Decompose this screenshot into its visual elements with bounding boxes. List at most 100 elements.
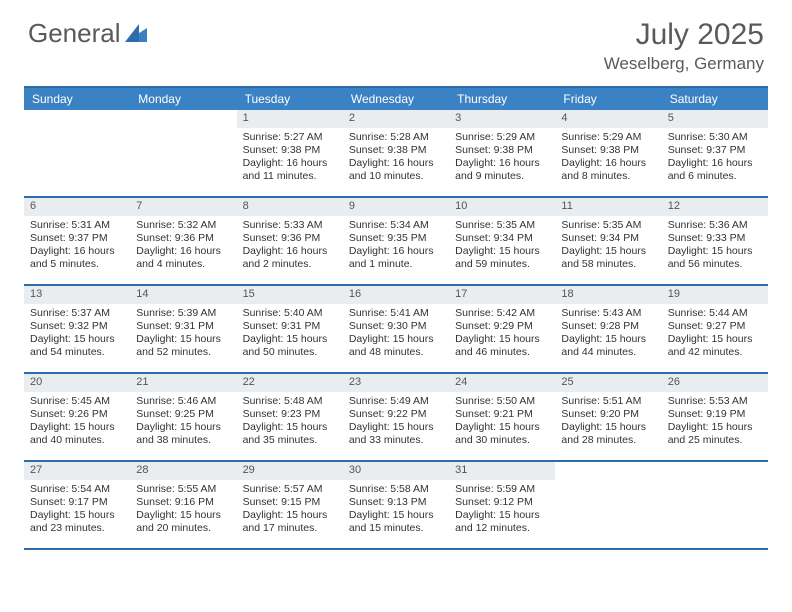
day-number: 13	[24, 286, 130, 304]
daylight-line: Daylight: 15 hours and 48 minutes.	[349, 333, 443, 359]
day-body: Sunrise: 5:48 AMSunset: 9:23 PMDaylight:…	[237, 392, 343, 453]
day-body: Sunrise: 5:54 AMSunset: 9:17 PMDaylight:…	[24, 480, 130, 541]
sunset-line: Sunset: 9:16 PM	[136, 496, 230, 509]
sunset-line: Sunset: 9:27 PM	[668, 320, 762, 333]
day-cell: 6Sunrise: 5:31 AMSunset: 9:37 PMDaylight…	[24, 198, 130, 284]
day-body: Sunrise: 5:51 AMSunset: 9:20 PMDaylight:…	[555, 392, 661, 453]
sunset-line: Sunset: 9:33 PM	[668, 232, 762, 245]
sunset-line: Sunset: 9:36 PM	[136, 232, 230, 245]
daylight-line: Daylight: 15 hours and 17 minutes.	[243, 509, 337, 535]
day-body: Sunrise: 5:44 AMSunset: 9:27 PMDaylight:…	[662, 304, 768, 365]
day-cell: 10Sunrise: 5:35 AMSunset: 9:34 PMDayligh…	[449, 198, 555, 284]
page-title: July 2025	[604, 18, 764, 52]
week-row: 20Sunrise: 5:45 AMSunset: 9:26 PMDayligh…	[24, 374, 768, 462]
dow-thursday: Thursday	[449, 88, 555, 110]
sunrise-line: Sunrise: 5:27 AM	[243, 131, 337, 144]
day-body: Sunrise: 5:43 AMSunset: 9:28 PMDaylight:…	[555, 304, 661, 365]
day-cell: 8Sunrise: 5:33 AMSunset: 9:36 PMDaylight…	[237, 198, 343, 284]
sunrise-line: Sunrise: 5:36 AM	[668, 219, 762, 232]
sunset-line: Sunset: 9:38 PM	[243, 144, 337, 157]
daylight-line: Daylight: 15 hours and 56 minutes.	[668, 245, 762, 271]
sunrise-line: Sunrise: 5:35 AM	[455, 219, 549, 232]
daylight-line: Daylight: 15 hours and 35 minutes.	[243, 421, 337, 447]
day-body: Sunrise: 5:46 AMSunset: 9:25 PMDaylight:…	[130, 392, 236, 453]
daylight-line: Daylight: 15 hours and 42 minutes.	[668, 333, 762, 359]
sunset-line: Sunset: 9:21 PM	[455, 408, 549, 421]
sunset-line: Sunset: 9:38 PM	[349, 144, 443, 157]
dow-saturday: Saturday	[662, 88, 768, 110]
daylight-line: Daylight: 15 hours and 50 minutes.	[243, 333, 337, 359]
sunset-line: Sunset: 9:13 PM	[349, 496, 443, 509]
logo-text-a: General	[28, 18, 121, 49]
day-number: 1	[237, 110, 343, 128]
day-cell: 17Sunrise: 5:42 AMSunset: 9:29 PMDayligh…	[449, 286, 555, 372]
day-number: 17	[449, 286, 555, 304]
sunrise-line: Sunrise: 5:48 AM	[243, 395, 337, 408]
day-cell: 30Sunrise: 5:58 AMSunset: 9:13 PMDayligh…	[343, 462, 449, 548]
day-number: 22	[237, 374, 343, 392]
day-cell: 2Sunrise: 5:28 AMSunset: 9:38 PMDaylight…	[343, 110, 449, 196]
day-cell: 11Sunrise: 5:35 AMSunset: 9:34 PMDayligh…	[555, 198, 661, 284]
day-body: Sunrise: 5:31 AMSunset: 9:37 PMDaylight:…	[24, 216, 130, 277]
daylight-line: Daylight: 15 hours and 44 minutes.	[561, 333, 655, 359]
day-number: 8	[237, 198, 343, 216]
day-cell: 7Sunrise: 5:32 AMSunset: 9:36 PMDaylight…	[130, 198, 236, 284]
day-body: Sunrise: 5:36 AMSunset: 9:33 PMDaylight:…	[662, 216, 768, 277]
day-body: Sunrise: 5:50 AMSunset: 9:21 PMDaylight:…	[449, 392, 555, 453]
dow-row: SundayMondayTuesdayWednesdayThursdayFrid…	[24, 88, 768, 110]
daylight-line: Daylight: 15 hours and 28 minutes.	[561, 421, 655, 447]
day-body: Sunrise: 5:33 AMSunset: 9:36 PMDaylight:…	[237, 216, 343, 277]
daylight-line: Daylight: 15 hours and 12 minutes.	[455, 509, 549, 535]
day-body: Sunrise: 5:58 AMSunset: 9:13 PMDaylight:…	[343, 480, 449, 541]
daylight-line: Daylight: 15 hours and 25 minutes.	[668, 421, 762, 447]
day-body: Sunrise: 5:55 AMSunset: 9:16 PMDaylight:…	[130, 480, 236, 541]
empty-cell	[24, 110, 130, 196]
sunset-line: Sunset: 9:22 PM	[349, 408, 443, 421]
day-body: Sunrise: 5:41 AMSunset: 9:30 PMDaylight:…	[343, 304, 449, 365]
week-row: 6Sunrise: 5:31 AMSunset: 9:37 PMDaylight…	[24, 198, 768, 286]
sunset-line: Sunset: 9:38 PM	[561, 144, 655, 157]
sunrise-line: Sunrise: 5:58 AM	[349, 483, 443, 496]
day-number: 6	[24, 198, 130, 216]
daylight-line: Daylight: 15 hours and 59 minutes.	[455, 245, 549, 271]
day-body: Sunrise: 5:39 AMSunset: 9:31 PMDaylight:…	[130, 304, 236, 365]
sunrise-line: Sunrise: 5:39 AM	[136, 307, 230, 320]
empty-cell	[662, 462, 768, 548]
daylight-line: Daylight: 15 hours and 54 minutes.	[30, 333, 124, 359]
sunrise-line: Sunrise: 5:30 AM	[668, 131, 762, 144]
sunset-line: Sunset: 9:36 PM	[243, 232, 337, 245]
day-cell: 31Sunrise: 5:59 AMSunset: 9:12 PMDayligh…	[449, 462, 555, 548]
day-cell: 25Sunrise: 5:51 AMSunset: 9:20 PMDayligh…	[555, 374, 661, 460]
daylight-line: Daylight: 15 hours and 58 minutes.	[561, 245, 655, 271]
daylight-line: Daylight: 15 hours and 40 minutes.	[30, 421, 124, 447]
day-body: Sunrise: 5:45 AMSunset: 9:26 PMDaylight:…	[24, 392, 130, 453]
day-number: 18	[555, 286, 661, 304]
week-row: 13Sunrise: 5:37 AMSunset: 9:32 PMDayligh…	[24, 286, 768, 374]
day-body: Sunrise: 5:53 AMSunset: 9:19 PMDaylight:…	[662, 392, 768, 453]
day-number: 2	[343, 110, 449, 128]
sunrise-line: Sunrise: 5:50 AM	[455, 395, 549, 408]
sunset-line: Sunset: 9:32 PM	[30, 320, 124, 333]
empty-cell	[130, 110, 236, 196]
sunset-line: Sunset: 9:31 PM	[136, 320, 230, 333]
sunrise-line: Sunrise: 5:37 AM	[30, 307, 124, 320]
day-number: 23	[343, 374, 449, 392]
sunset-line: Sunset: 9:31 PM	[243, 320, 337, 333]
daylight-line: Daylight: 15 hours and 46 minutes.	[455, 333, 549, 359]
sunrise-line: Sunrise: 5:57 AM	[243, 483, 337, 496]
day-body: Sunrise: 5:49 AMSunset: 9:22 PMDaylight:…	[343, 392, 449, 453]
daylight-line: Daylight: 15 hours and 52 minutes.	[136, 333, 230, 359]
daylight-line: Daylight: 16 hours and 5 minutes.	[30, 245, 124, 271]
sunset-line: Sunset: 9:23 PM	[243, 408, 337, 421]
dow-monday: Monday	[130, 88, 236, 110]
sunrise-line: Sunrise: 5:33 AM	[243, 219, 337, 232]
week-row: 1Sunrise: 5:27 AMSunset: 9:38 PMDaylight…	[24, 110, 768, 198]
day-body: Sunrise: 5:57 AMSunset: 9:15 PMDaylight:…	[237, 480, 343, 541]
dow-friday: Friday	[555, 88, 661, 110]
dow-sunday: Sunday	[24, 88, 130, 110]
day-cell: 23Sunrise: 5:49 AMSunset: 9:22 PMDayligh…	[343, 374, 449, 460]
day-number: 20	[24, 374, 130, 392]
sunset-line: Sunset: 9:26 PM	[30, 408, 124, 421]
logo-mark-icon	[125, 18, 147, 49]
calendar: SundayMondayTuesdayWednesdayThursdayFrid…	[24, 86, 768, 550]
